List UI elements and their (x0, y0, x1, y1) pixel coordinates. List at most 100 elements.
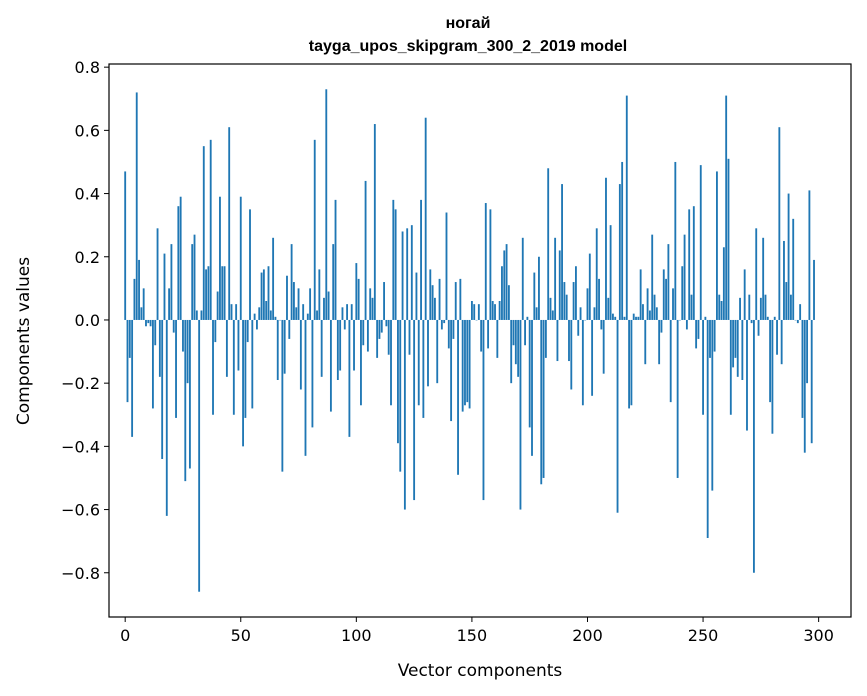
bar-227 (648, 310, 651, 320)
bar-220 (632, 313, 635, 320)
bar-25 (182, 319, 184, 352)
bar-278 (766, 316, 769, 320)
bar-188 (558, 250, 561, 320)
bar-10 (147, 319, 150, 324)
bar-59 (260, 272, 263, 320)
bar-3 (131, 319, 134, 437)
bar-156 (484, 203, 487, 320)
bar-102 (360, 319, 362, 406)
bar-23 (177, 206, 180, 320)
bar-116 (392, 199, 395, 320)
bar-27 (186, 319, 189, 384)
bar-79 (306, 313, 309, 320)
bar-211 (611, 313, 614, 320)
bar-228 (651, 234, 654, 320)
bar-287 (787, 193, 790, 320)
bar-181 (542, 319, 545, 478)
bar-257 (718, 294, 721, 320)
bar-120 (401, 231, 404, 320)
bar-63 (269, 310, 272, 320)
bar-92 (336, 319, 339, 380)
bar-269 (746, 319, 748, 431)
bar-14 (156, 228, 159, 320)
bar-42 (221, 266, 224, 320)
bar-84 (318, 269, 321, 320)
bar-222 (637, 316, 640, 320)
bar-280 (771, 319, 774, 434)
bar-109 (376, 319, 379, 358)
bar-51 (242, 319, 244, 447)
bar-256 (716, 171, 718, 320)
bar-191 (565, 294, 568, 320)
bar-295 (806, 319, 809, 384)
bar-153 (477, 304, 480, 320)
bar-123 (408, 319, 411, 355)
plot-frame (108, 63, 852, 618)
bar-82 (313, 139, 316, 320)
bar-248 (697, 319, 700, 339)
bar-68 (281, 319, 284, 472)
bar-281 (773, 316, 776, 320)
bar-18 (165, 319, 168, 516)
bar-73 (293, 282, 295, 320)
bar-270 (748, 294, 751, 320)
bar-161 (496, 319, 499, 358)
bar-4 (133, 278, 136, 320)
bar-112 (383, 282, 385, 320)
bar-146 (461, 319, 464, 412)
bar-149 (468, 319, 471, 409)
bar-184 (549, 297, 552, 320)
bar-131 (427, 319, 429, 387)
bar-213 (616, 319, 619, 513)
bar-140 (447, 319, 450, 349)
bar-97 (348, 319, 351, 437)
bar-214 (618, 184, 621, 320)
bar-105 (366, 319, 369, 352)
bar-224 (642, 304, 644, 320)
bar-91 (334, 199, 337, 320)
bar-201 (588, 253, 591, 320)
bar-134 (434, 297, 436, 320)
bar-62 (267, 266, 270, 320)
bar-147 (464, 319, 466, 406)
bar-122 (406, 228, 409, 320)
bar-288 (789, 294, 792, 320)
bar-95 (343, 319, 346, 330)
bar-207 (602, 319, 605, 374)
bar-247 (695, 319, 698, 349)
bar-239 (676, 319, 679, 478)
bar-274 (757, 319, 760, 336)
bar-99 (353, 319, 355, 371)
bar-43 (223, 266, 226, 320)
bar-217 (625, 95, 628, 320)
bar-50 (239, 196, 242, 320)
bar-9 (145, 319, 147, 327)
bar-162 (498, 301, 501, 320)
bar-234 (665, 278, 667, 320)
bar-145 (459, 278, 462, 320)
x-axis-label: Vector components (398, 661, 563, 681)
bar-144 (457, 319, 459, 475)
bar-271 (750, 319, 753, 324)
bar-272 (752, 319, 755, 573)
bar-87 (325, 89, 328, 320)
bar-121 (403, 319, 406, 510)
bar-114 (387, 319, 390, 355)
bar-137 (440, 319, 443, 330)
bar-8 (142, 288, 145, 320)
bar-60 (262, 269, 265, 320)
bar-264 (734, 319, 737, 358)
bar-71 (288, 319, 291, 339)
bar-293 (801, 319, 804, 418)
bar-258 (720, 301, 723, 320)
bar-119 (399, 319, 402, 472)
bar-219 (630, 319, 633, 406)
bar-49 (237, 319, 240, 371)
bar-174 (526, 316, 529, 320)
bar-212 (614, 316, 617, 320)
bar-139 (445, 212, 448, 320)
bar-98 (350, 304, 353, 320)
bar-125 (413, 319, 416, 501)
bar-36 (207, 266, 210, 320)
y-axis: −0.8 −0.6 −0.4 −0.2 0.0 0.2 0.4 0.6 0.8 (61, 58, 109, 583)
